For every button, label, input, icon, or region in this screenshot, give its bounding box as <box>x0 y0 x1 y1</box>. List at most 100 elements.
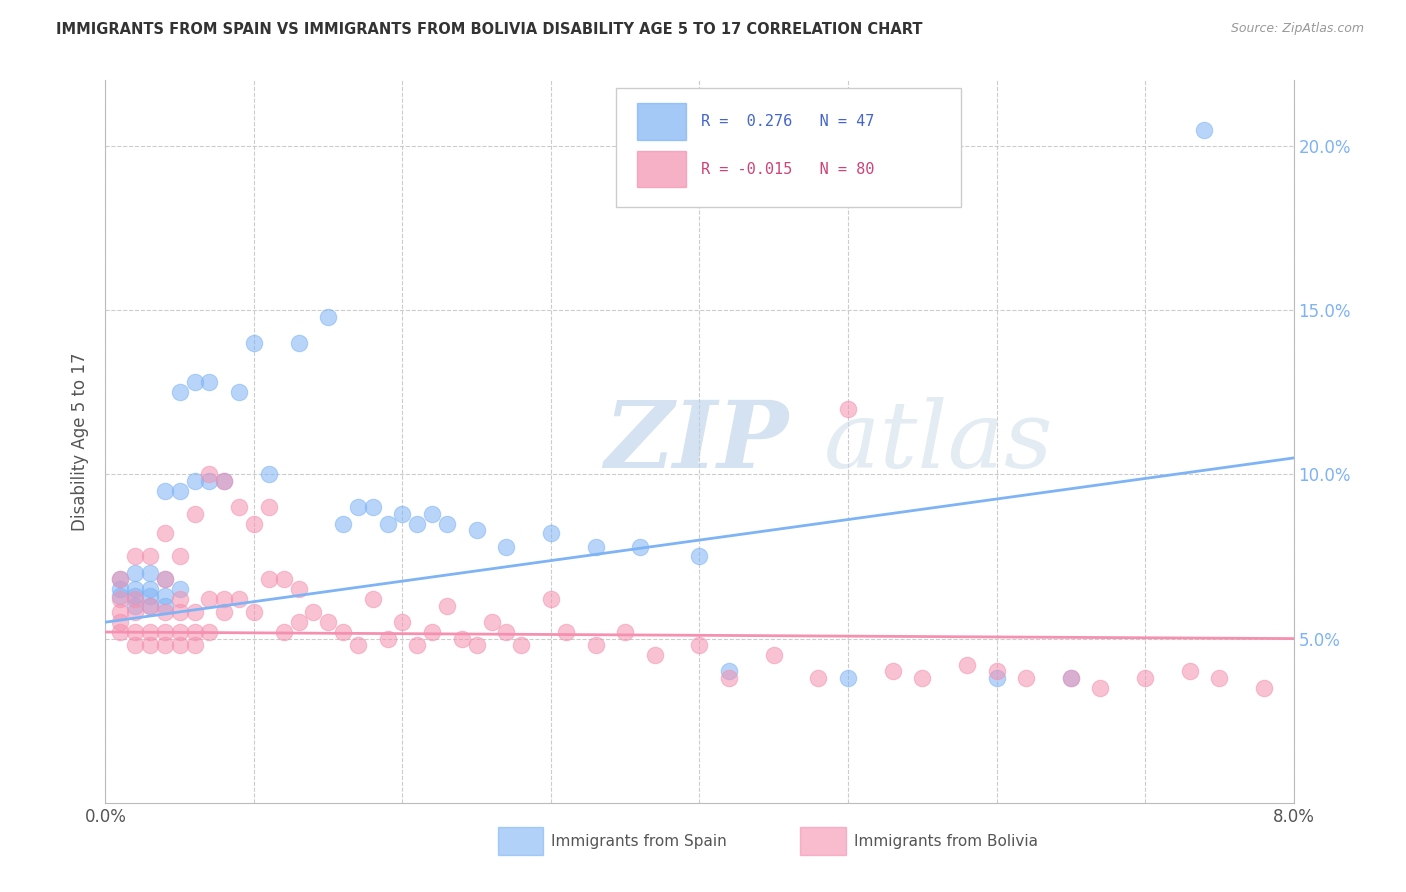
Point <box>214 605 236 619</box>
Point <box>986 671 1008 685</box>
Point <box>124 592 146 607</box>
Point <box>257 467 280 482</box>
Point <box>287 336 309 351</box>
Point <box>183 507 205 521</box>
Point <box>169 638 191 652</box>
Text: Immigrants from Spain: Immigrants from Spain <box>551 834 727 848</box>
Y-axis label: Disability Age 5 to 17: Disability Age 5 to 17 <box>72 352 90 531</box>
Text: Source: ZipAtlas.com: Source: ZipAtlas.com <box>1230 22 1364 36</box>
Point <box>139 599 162 613</box>
Point <box>183 605 205 619</box>
Point <box>198 592 221 607</box>
Point <box>214 474 236 488</box>
Point <box>169 625 191 640</box>
Point <box>361 500 384 515</box>
Point <box>554 625 576 640</box>
Point <box>644 648 666 662</box>
Point <box>198 474 221 488</box>
Text: IMMIGRANTS FROM SPAIN VS IMMIGRANTS FROM BOLIVIA DISABILITY AGE 5 TO 17 CORRELAT: IMMIGRANTS FROM SPAIN VS IMMIGRANTS FROM… <box>56 22 922 37</box>
Point <box>986 665 1008 679</box>
Point <box>406 638 429 652</box>
Point <box>110 573 132 587</box>
Point <box>124 605 146 619</box>
Bar <box>800 828 845 855</box>
Point <box>807 671 830 685</box>
Point <box>1015 671 1038 685</box>
Point <box>153 589 176 603</box>
Point <box>718 665 741 679</box>
Point <box>153 599 176 613</box>
Text: atlas: atlas <box>824 397 1053 486</box>
Point <box>377 632 399 646</box>
Point <box>139 582 162 597</box>
Point <box>718 671 741 685</box>
Point <box>214 592 236 607</box>
Point <box>139 549 162 564</box>
Point <box>273 625 295 640</box>
Point <box>110 625 132 640</box>
Point <box>837 401 859 416</box>
Point <box>243 516 266 531</box>
Point <box>420 507 443 521</box>
Text: Immigrants from Bolivia: Immigrants from Bolivia <box>853 834 1038 848</box>
Point <box>302 605 325 619</box>
Point <box>139 589 162 603</box>
Point <box>689 549 711 564</box>
Point <box>420 625 443 640</box>
Point <box>762 648 785 662</box>
Point <box>377 516 399 531</box>
Point <box>124 566 146 580</box>
Point <box>1178 665 1201 679</box>
Point <box>436 516 458 531</box>
Point <box>287 582 309 597</box>
Point <box>316 615 339 630</box>
Point <box>139 625 162 640</box>
Point <box>585 638 607 652</box>
Point <box>1208 671 1230 685</box>
Point <box>689 638 711 652</box>
Point <box>347 638 370 652</box>
Point <box>391 507 413 521</box>
Point <box>124 589 146 603</box>
Point <box>628 540 651 554</box>
Point <box>169 605 191 619</box>
Point <box>153 573 176 587</box>
Point <box>406 516 429 531</box>
Point <box>153 638 176 652</box>
Point <box>273 573 295 587</box>
Point <box>911 671 934 685</box>
Point <box>1194 122 1216 136</box>
Point <box>257 500 280 515</box>
Point <box>481 615 503 630</box>
Point <box>882 665 904 679</box>
Point <box>139 638 162 652</box>
Point <box>228 385 250 400</box>
Point <box>837 671 859 685</box>
Point <box>361 592 384 607</box>
Point <box>110 582 132 597</box>
Point <box>183 638 205 652</box>
Point <box>124 582 146 597</box>
Point <box>198 376 221 390</box>
Point <box>1090 681 1112 695</box>
Point <box>169 582 191 597</box>
Bar <box>637 103 686 139</box>
Point <box>465 523 488 537</box>
Point <box>347 500 370 515</box>
Point <box>257 573 280 587</box>
Point <box>332 516 354 531</box>
Point <box>124 638 146 652</box>
Point <box>183 376 205 390</box>
Point <box>1060 671 1083 685</box>
Point <box>124 599 146 613</box>
Point <box>495 625 517 640</box>
Point <box>450 632 472 646</box>
Point <box>228 500 250 515</box>
Point <box>169 549 191 564</box>
Point <box>153 625 176 640</box>
Point <box>465 638 488 652</box>
Point <box>198 625 221 640</box>
Text: R =  0.276   N = 47: R = 0.276 N = 47 <box>700 114 875 129</box>
Point <box>153 526 176 541</box>
Point <box>614 625 637 640</box>
